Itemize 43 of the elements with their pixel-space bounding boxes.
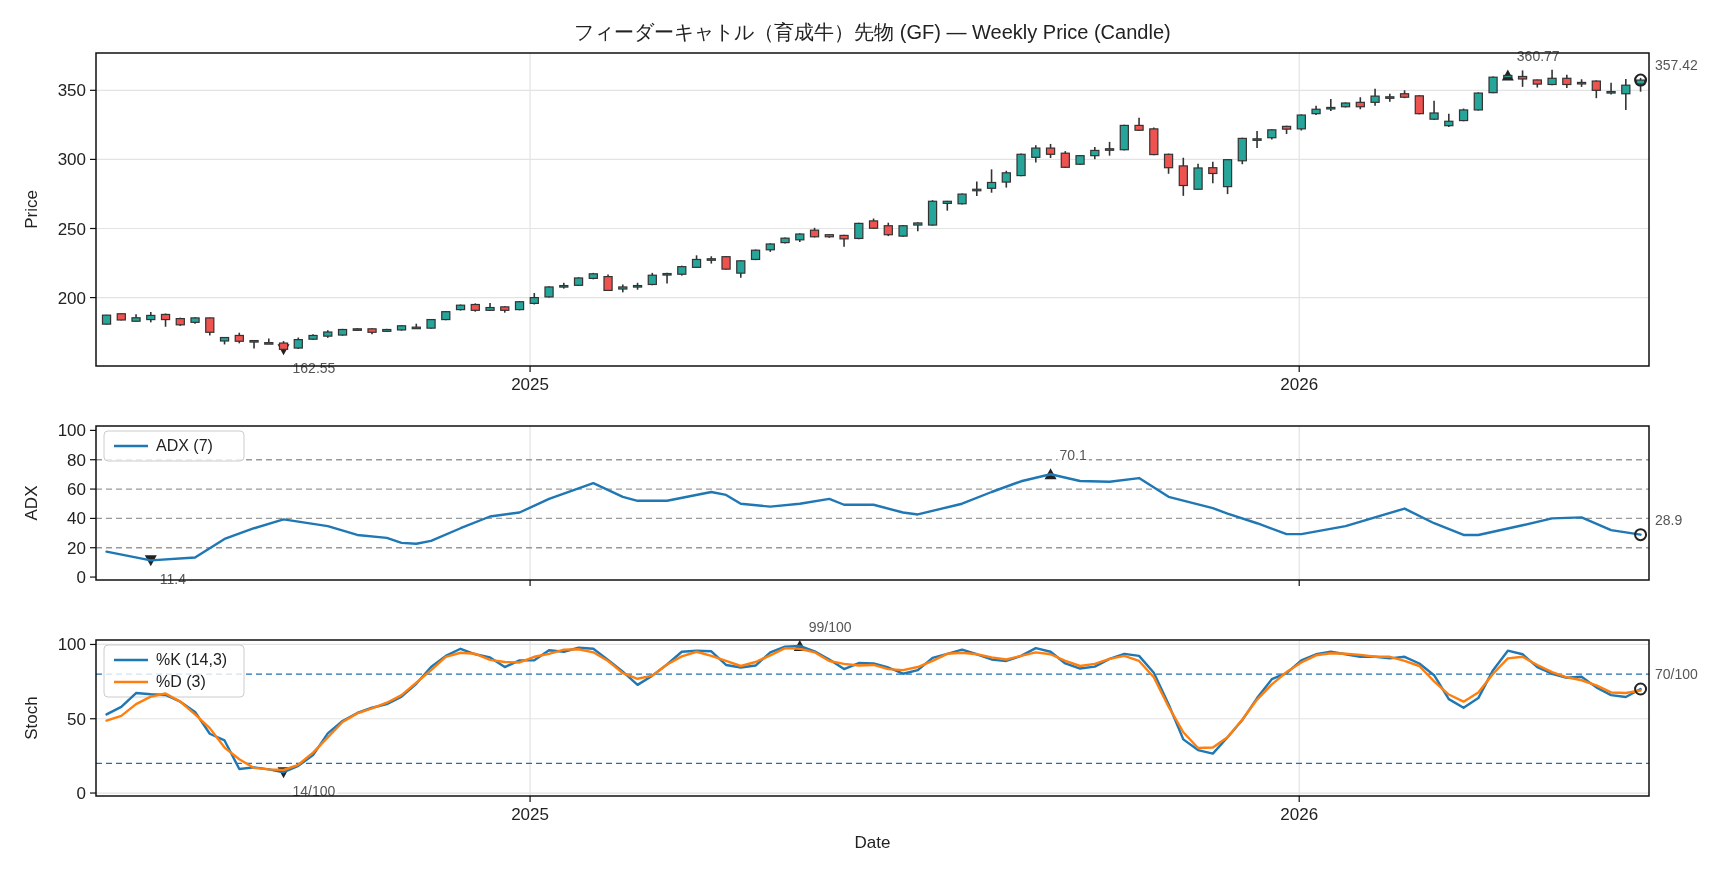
y-tick-label: 50 bbox=[67, 709, 86, 729]
y-tick-label: 20 bbox=[67, 538, 86, 558]
candlestick bbox=[986, 168, 997, 194]
annotation: 70/100 bbox=[1655, 666, 1699, 683]
candlestick bbox=[1326, 98, 1336, 112]
annotation: 70.1 bbox=[1059, 447, 1088, 464]
y-axis-title: Stoch bbox=[22, 696, 41, 740]
y-tick-label: 0 bbox=[76, 568, 86, 588]
legend-label: %D (3) bbox=[156, 673, 206, 690]
candlestick bbox=[662, 272, 672, 285]
candlestick bbox=[1178, 156, 1188, 197]
y-tick-label: 60 bbox=[67, 480, 86, 500]
annotation: 357.42 bbox=[1655, 57, 1699, 74]
x-tick-label: 2026 bbox=[1280, 375, 1319, 394]
y-tick-label: 250 bbox=[57, 219, 86, 239]
y-tick-label: 300 bbox=[57, 150, 86, 170]
y-tick-label: 350 bbox=[57, 81, 86, 101]
y-tick-label: 100 bbox=[57, 635, 86, 655]
annotation: 99/100 bbox=[808, 618, 852, 635]
y-tick-label: 200 bbox=[57, 288, 86, 308]
y-tick-label: 100 bbox=[57, 421, 86, 441]
candlestick bbox=[1429, 99, 1439, 121]
y-axis-title: Price bbox=[22, 190, 41, 229]
y-tick-label: 40 bbox=[67, 509, 86, 529]
candlestick bbox=[1621, 78, 1631, 111]
candlestick bbox=[1208, 160, 1218, 184]
legend: ADX (7) bbox=[103, 430, 245, 462]
candlestick bbox=[1193, 163, 1203, 191]
candlestick bbox=[1473, 91, 1483, 112]
y-tick-label: 0 bbox=[76, 784, 86, 804]
chart-title: フィーダーキャトル（育成牛）先物 (GF) — Weekly Price (Candle) bbox=[574, 21, 1171, 43]
legend-label: %K (14,3) bbox=[156, 651, 228, 668]
candlestick bbox=[927, 199, 938, 227]
legend-label: ADX (7) bbox=[156, 437, 213, 454]
x-tick-label: 2025 bbox=[511, 805, 549, 824]
x-tick-label: 2025 bbox=[511, 375, 549, 394]
x-tick-label: 2026 bbox=[1280, 805, 1319, 824]
y-tick-label: 80 bbox=[67, 450, 86, 470]
candlestick bbox=[1252, 130, 1262, 149]
annotation: 28.9 bbox=[1655, 511, 1683, 528]
y-axis-title: ADX bbox=[22, 485, 41, 521]
candlestick bbox=[1237, 136, 1247, 166]
x-axis-title: Date bbox=[854, 833, 891, 852]
